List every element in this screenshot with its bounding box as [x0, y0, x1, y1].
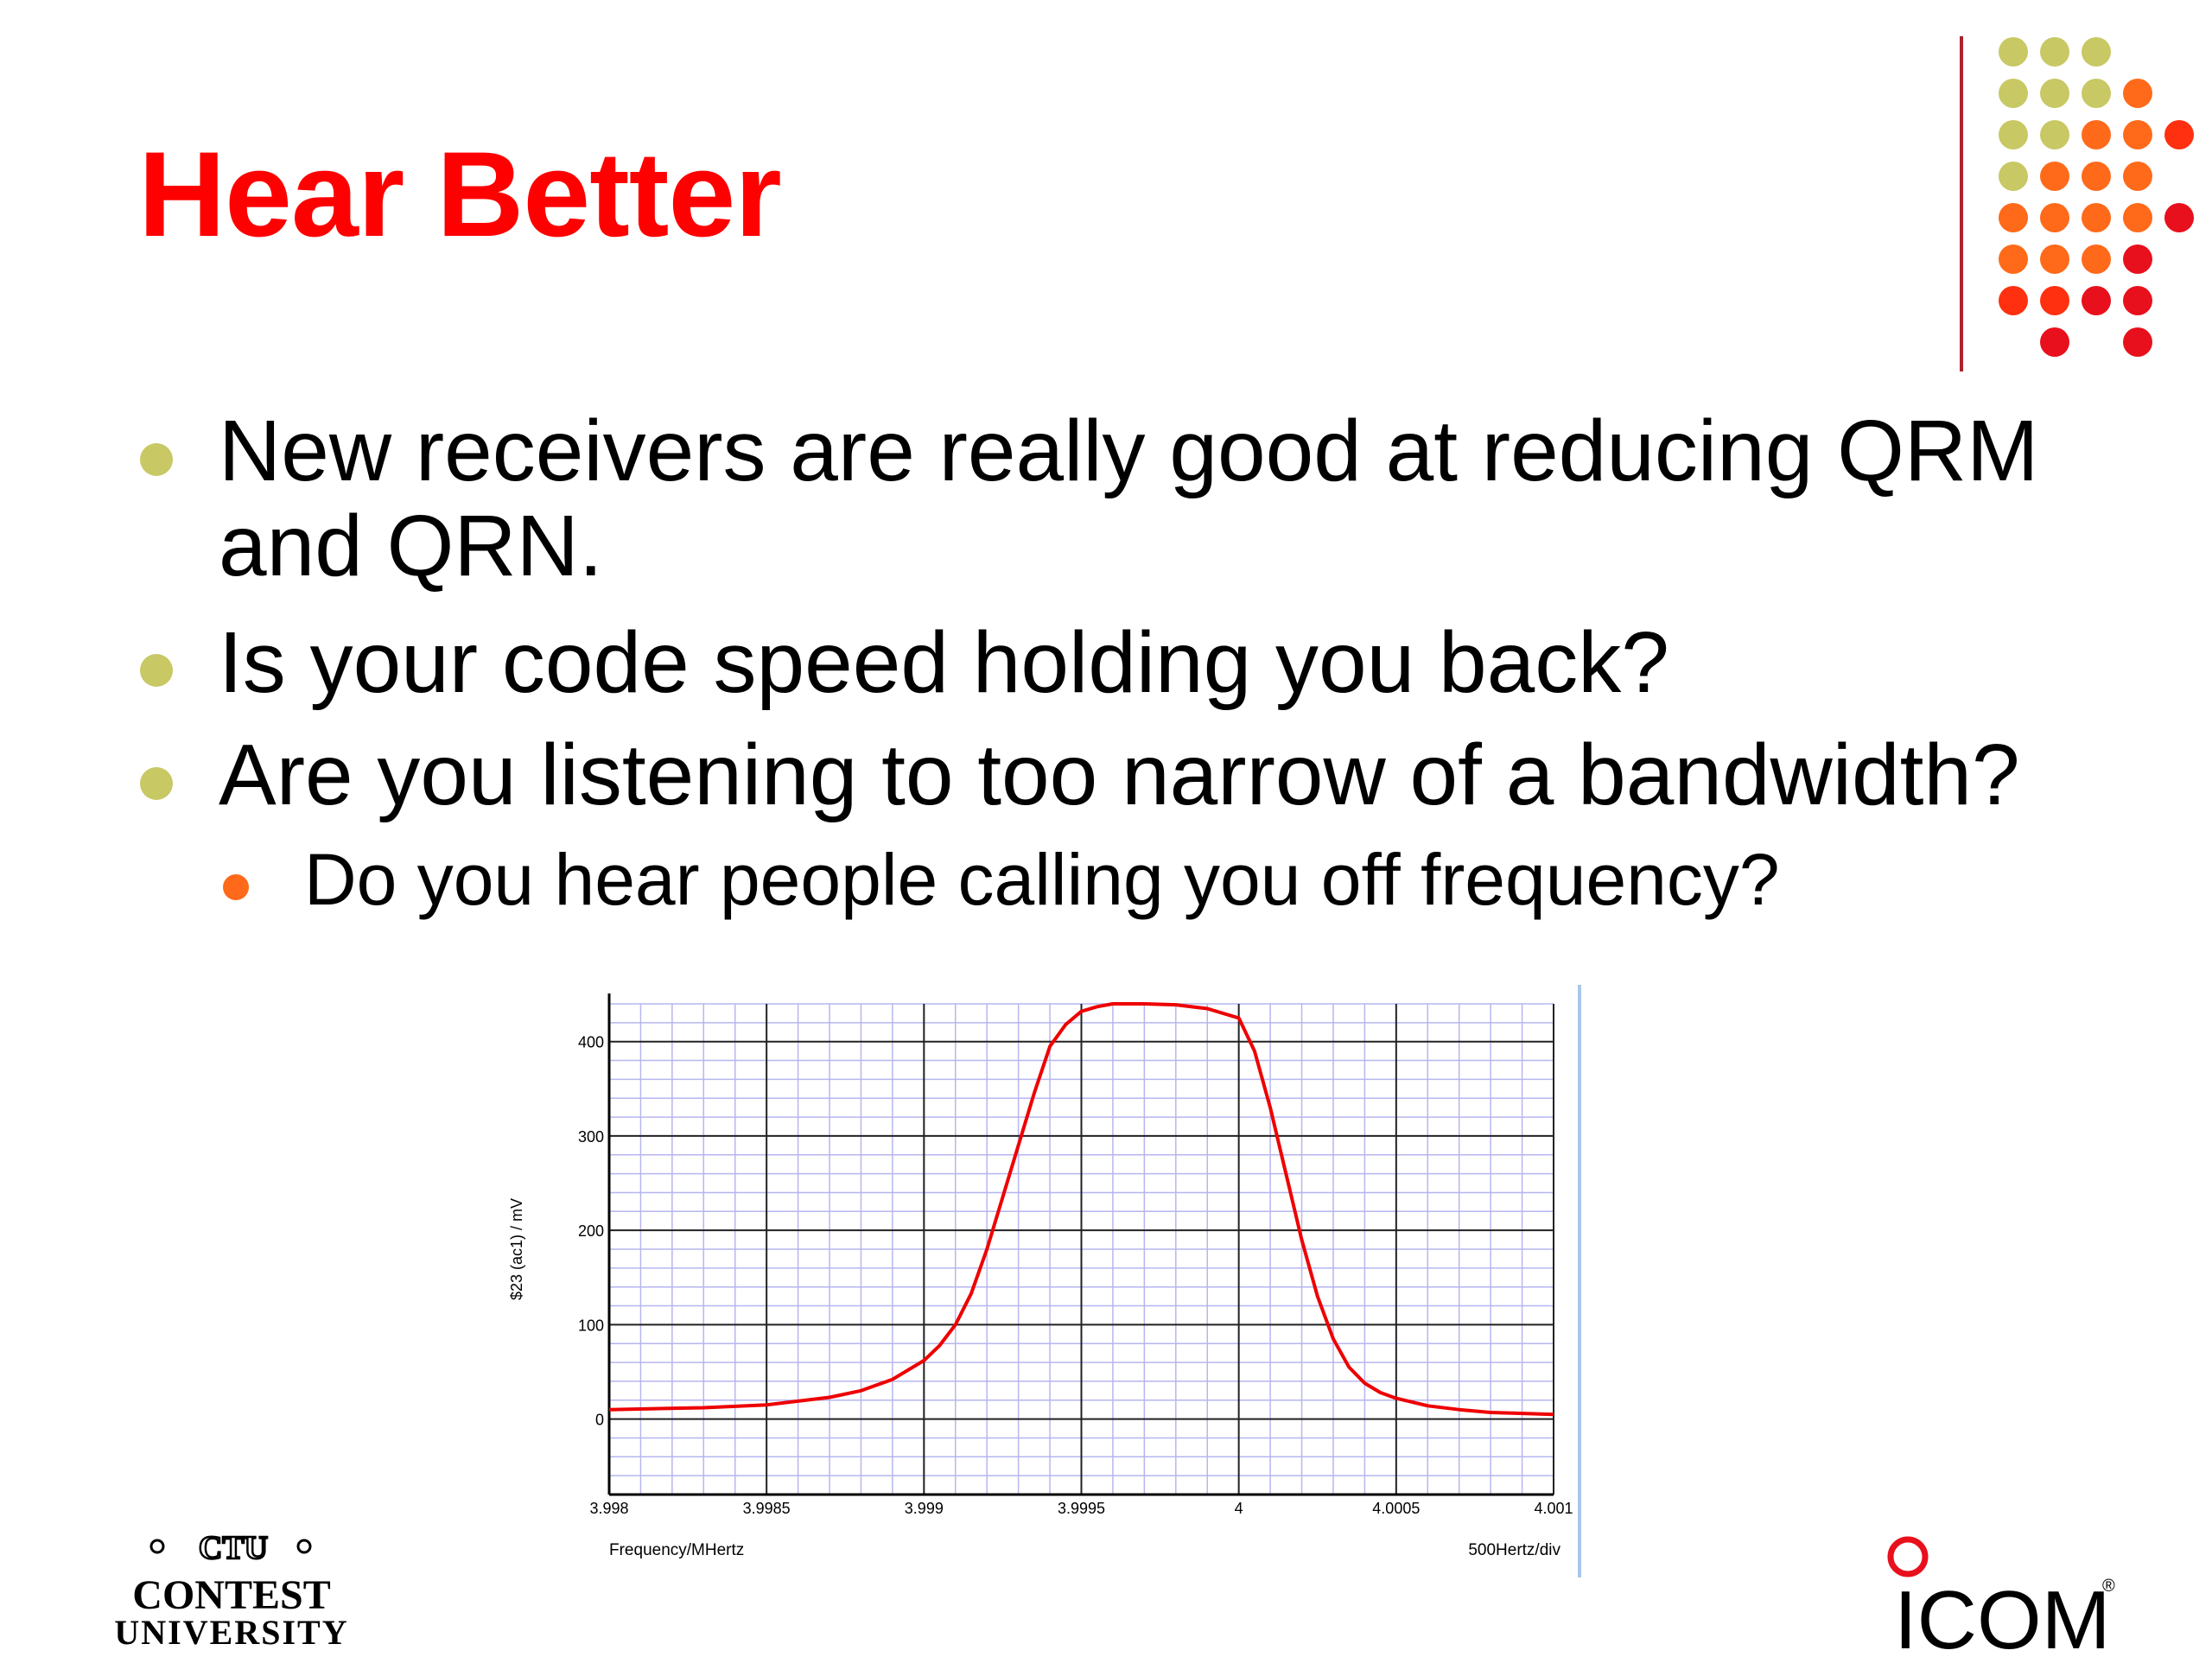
decoration-dot: [2082, 286, 2111, 315]
bullet-marker-1: [140, 443, 173, 476]
decoration-dot: [2040, 120, 2069, 149]
chart-svg: 400 300 200 100 0 3.998 3.9985 3.999 3.9995 4 4.00…: [508, 985, 1581, 1577]
y-tick-label: 200: [578, 1222, 604, 1240]
y-tick-label: 100: [578, 1317, 604, 1334]
decoration-dot: [1999, 286, 2028, 315]
bullet-marker-3: [140, 767, 173, 800]
y-tick-label: 400: [578, 1034, 604, 1051]
x-axis-label: Frequency/MHertz: [609, 1541, 744, 1559]
bullet-1-line-2: and QRN.: [219, 498, 603, 594]
decoration-dot: [2040, 327, 2069, 357]
decoration-dot: [2082, 37, 2111, 67]
bullet-1-line-1: New receivers are really good at reducin…: [219, 403, 2039, 499]
bullet-2-line-1: Is your code speed holding you back?: [219, 614, 1669, 711]
decoration-dot: [1999, 203, 2028, 232]
bullet-4-line-1: Do you hear people calling you off frequ…: [304, 839, 1780, 920]
logo-circle-right: [296, 1539, 312, 1554]
dot-decoration: [1944, 26, 2212, 389]
decoration-dot: [2164, 203, 2194, 232]
bullet-marker-4: [223, 874, 249, 900]
slide-title: Hear Better: [138, 126, 782, 262]
x-tick-label: 3.9985: [743, 1500, 791, 1517]
decoration-dot: [2040, 244, 2069, 274]
decoration-dot: [2040, 37, 2069, 67]
ctu-badge-text: CTU: [199, 1530, 268, 1566]
decoration-dot: [2123, 286, 2152, 315]
icom-circle-icon: [1887, 1536, 1929, 1577]
x-tick-label: 3.999: [905, 1500, 944, 1517]
contest-university-logo: CTU CONTEST UNIVERSITY: [104, 1525, 363, 1654]
ctu-line-contest: CONTEST: [132, 1572, 330, 1618]
decoration-dot: [1999, 162, 2028, 191]
decoration-dot: [2082, 120, 2111, 149]
decoration-dot: [2123, 120, 2152, 149]
decoration-dot: [1999, 37, 2028, 67]
scale-note: 500Hertz/div: [1468, 1541, 1560, 1559]
decoration-dot: [2123, 203, 2152, 232]
decoration-dot: [1999, 120, 2028, 149]
decoration-dot: [1999, 244, 2028, 274]
logo-circle-left: [149, 1539, 165, 1554]
bullet-3-line-1: Are you listening to too narrow of a ban…: [219, 727, 2020, 823]
decoration-dot: [2123, 244, 2152, 274]
decoration-dot: [2123, 327, 2152, 357]
decoration-dot: [2082, 162, 2111, 191]
bullet-marker-2: [140, 654, 173, 687]
y-tick-label: 0: [595, 1412, 604, 1429]
decoration-dot: [2082, 203, 2111, 232]
series-line: [608, 1002, 1554, 1417]
decoration-dot: [2123, 79, 2152, 108]
bullet-list: New receivers are really good at reducin…: [140, 403, 2039, 920]
decoration-dot: [2040, 203, 2069, 232]
decoration-dot: [2164, 120, 2194, 149]
dot-decoration-svg: [1960, 36, 2194, 371]
x-tick-label: 4: [1235, 1500, 1243, 1517]
decoration-dot: [2040, 286, 2069, 315]
ctu-line-university: UNIVERSITY: [114, 1613, 348, 1652]
decoration-dot: [2082, 79, 2111, 108]
registered-mark: ®: [2102, 1577, 2115, 1596]
decoration-dot: [2082, 244, 2111, 274]
x-tick-label: 4.001: [1534, 1500, 1573, 1517]
decoration-dot: [1999, 79, 2028, 108]
x-tick-label: 4.0005: [1372, 1500, 1420, 1517]
icom-logo: ICOM ®: [1858, 1520, 2134, 1663]
x-tick-label: 3.998: [589, 1500, 628, 1517]
decoration-dot: [2123, 162, 2152, 191]
decoration-dot: [2040, 79, 2069, 108]
icom-text: ICOM: [1894, 1574, 2111, 1659]
decoration-dot: [2040, 162, 2069, 191]
frequency-response-chart: 400 300 200 100 0 3.998 3.9985 3.999 3.9995 4 4.00…: [493, 985, 1616, 1594]
y-axis-label: $23 (ac1) / mV: [508, 1198, 525, 1300]
x-tick-label: 3.9995: [1058, 1500, 1105, 1517]
y-tick-label: 300: [578, 1128, 604, 1146]
